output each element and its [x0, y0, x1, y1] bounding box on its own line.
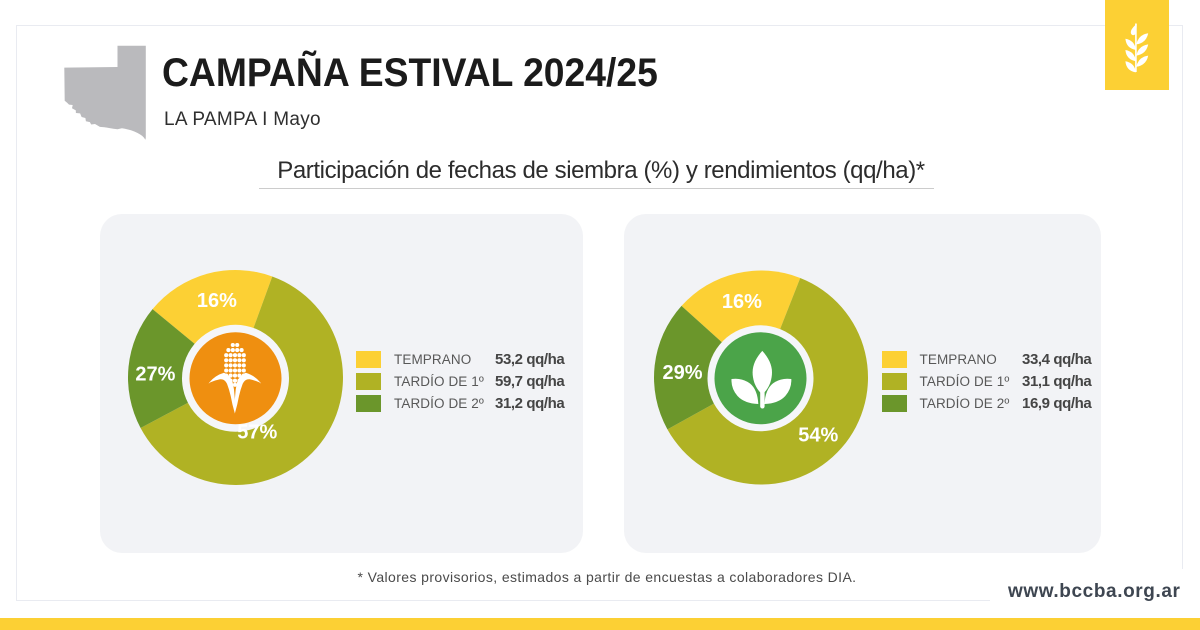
- svg-text:27%: 27%: [135, 363, 175, 385]
- svg-text:16%: 16%: [197, 290, 237, 312]
- svg-text:29%: 29%: [662, 362, 702, 384]
- svg-text:54%: 54%: [798, 425, 838, 447]
- svg-text:16%: 16%: [722, 291, 762, 313]
- svg-text:57%: 57%: [237, 422, 277, 444]
